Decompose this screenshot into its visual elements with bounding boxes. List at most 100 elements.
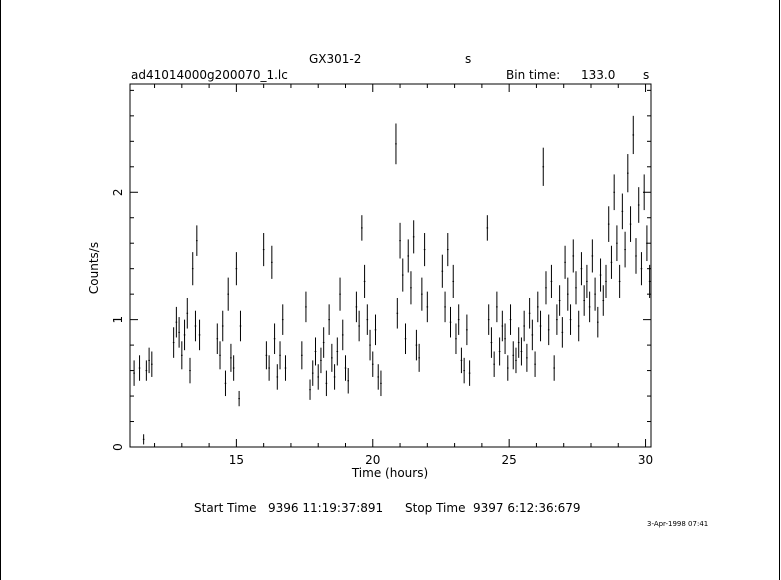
data-point <box>501 310 504 342</box>
data-point <box>441 254 444 288</box>
data-point <box>490 327 493 358</box>
data-point <box>449 306 452 338</box>
data-point <box>314 337 317 366</box>
stop-time-label: Stop Time <box>405 501 466 515</box>
data-point <box>371 351 374 377</box>
data-point <box>635 238 637 274</box>
data-point <box>561 317 564 348</box>
bin-time-unit: s <box>643 68 650 82</box>
data-point <box>486 215 489 241</box>
data-point <box>421 277 423 311</box>
x-tick-label: 30 <box>638 453 653 467</box>
start-time-label: Start Time <box>194 501 257 515</box>
chart-title: GX301-2 <box>309 52 362 66</box>
data-point <box>284 355 287 381</box>
data-points <box>133 115 651 445</box>
data-point <box>577 310 580 342</box>
data-point <box>547 314 550 346</box>
data-point <box>333 364 336 390</box>
data-point <box>468 360 471 386</box>
data-point <box>572 239 575 273</box>
x-tick-label: 25 <box>502 453 517 467</box>
data-point <box>591 239 594 273</box>
data-point <box>279 341 281 370</box>
data-point <box>347 368 350 394</box>
data-point <box>301 341 303 370</box>
data-point <box>281 304 284 335</box>
data-point <box>194 310 197 342</box>
data-point <box>142 434 145 445</box>
data-point <box>629 206 632 242</box>
plot-frame <box>129 83 652 448</box>
data-point <box>374 314 377 346</box>
data-point <box>331 343 333 372</box>
data-point <box>216 323 219 355</box>
data-point <box>536 291 539 323</box>
x-axis-label: Time (hours) <box>351 466 428 480</box>
page-border-left <box>0 0 1 580</box>
data-point <box>607 206 610 242</box>
stop-time-value: 9397 6:12:36:679 <box>473 501 581 515</box>
axis-ticks <box>130 84 651 448</box>
data-point <box>183 319 186 351</box>
data-point <box>412 220 415 254</box>
data-point <box>487 304 490 335</box>
data-point <box>355 291 358 323</box>
data-point <box>268 355 270 381</box>
data-point <box>341 319 344 351</box>
data-point <box>564 245 566 279</box>
bin-time-label: Bin time: <box>506 68 561 82</box>
data-point <box>317 364 320 390</box>
filename-label: ad41014000g200070_1.lc <box>131 68 288 82</box>
data-point <box>181 341 183 370</box>
data-point <box>410 271 412 305</box>
data-point <box>363 264 366 298</box>
data-point <box>423 233 426 267</box>
data-point <box>377 364 380 390</box>
data-point <box>597 306 599 338</box>
data-point <box>325 370 328 397</box>
data-point <box>498 337 501 366</box>
data-point <box>148 347 150 374</box>
data-point <box>401 258 404 292</box>
data-point <box>320 347 322 374</box>
data-point <box>395 123 397 165</box>
data-point <box>542 147 545 186</box>
data-point <box>610 245 613 279</box>
data-point <box>515 347 517 374</box>
data-point <box>506 355 509 381</box>
data-point <box>328 304 330 335</box>
data-point <box>496 291 498 323</box>
axis-tick-labels: 15 20 25 30 0 1 2 <box>111 188 653 467</box>
y-tick-label: 2 <box>111 188 125 196</box>
data-point <box>602 285 605 316</box>
data-point <box>224 370 227 397</box>
data-point <box>621 193 624 230</box>
data-point <box>369 329 371 361</box>
data-point <box>575 271 577 305</box>
title-unit: s <box>465 52 472 66</box>
x-tick-label: 15 <box>229 453 244 467</box>
data-point <box>520 337 523 366</box>
data-point <box>221 310 224 342</box>
data-point <box>175 306 178 338</box>
data-point <box>186 297 189 329</box>
data-point <box>361 215 363 241</box>
data-point <box>309 379 311 400</box>
data-point <box>322 327 325 358</box>
data-point <box>493 351 495 377</box>
data-point <box>512 341 515 370</box>
data-point <box>545 271 547 305</box>
data-point <box>632 115 635 155</box>
data-point <box>569 304 572 335</box>
data-point <box>586 264 588 298</box>
data-point <box>133 360 135 386</box>
data-point <box>648 264 651 298</box>
y-axis-label: Counts/s <box>87 242 101 294</box>
data-point <box>616 225 618 262</box>
data-point <box>219 341 221 370</box>
data-point <box>580 252 583 286</box>
data-point <box>276 364 279 390</box>
data-point <box>239 310 242 342</box>
